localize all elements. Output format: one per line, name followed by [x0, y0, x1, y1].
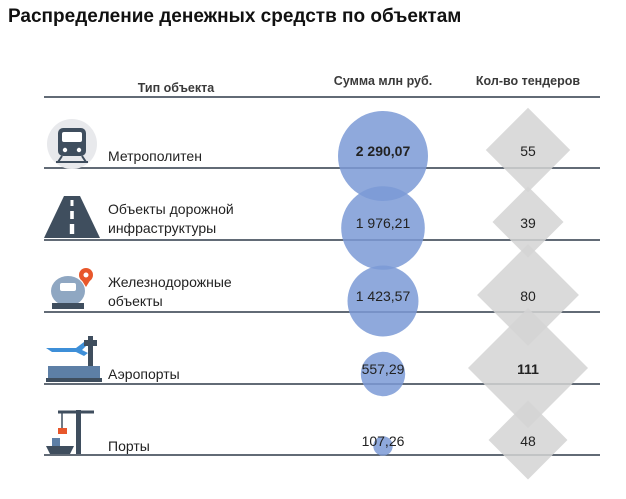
category-icons [44, 119, 102, 454]
row-labels: 2 290,07 55 Метрополитен 1 976,21 39 Объекты … [108, 143, 539, 454]
road-icon [44, 196, 100, 238]
category-label: Порты [108, 438, 150, 454]
amount-label: 557,29 [362, 361, 405, 377]
airport-icon [46, 336, 102, 382]
amount-label: 2 290,07 [356, 143, 411, 159]
tender-diamonds [468, 107, 588, 480]
category-label: инфраструктуры [108, 220, 216, 236]
tenders-label: 80 [520, 288, 536, 304]
amount-label: 1 423,57 [356, 288, 411, 304]
amount-bubble [338, 111, 428, 201]
tenders-label: 39 [520, 215, 536, 231]
column-header-type: Тип объекта [138, 81, 216, 95]
tenders-label: 111 [517, 361, 539, 377]
category-label: Метрополитен [108, 148, 202, 164]
amount-bubble [347, 265, 419, 337]
amount-bubbles [338, 111, 428, 456]
column-header-amount: Сумма млн руб. [334, 74, 432, 88]
tender-diamond [492, 186, 564, 258]
tenders-label: 55 [520, 143, 536, 159]
category-label: объекты [108, 293, 163, 309]
category-label: Объекты дорожной [108, 201, 234, 217]
port-crane-icon [46, 410, 94, 454]
tender-diamond [468, 308, 588, 428]
railway-train-icon [51, 268, 93, 309]
category-label: Железнодорожные [108, 274, 232, 290]
amount-label: 107,26 [362, 433, 405, 449]
category-label: Аэропорты [108, 366, 180, 382]
tender-diamond [488, 400, 568, 480]
metro-train-icon [47, 119, 97, 169]
tender-diamond [485, 107, 571, 193]
tender-diamond [477, 244, 579, 346]
tenders-label: 48 [520, 433, 536, 449]
column-header-tenders: Кол-во тендеров [476, 74, 580, 88]
amount-bubble [360, 351, 406, 397]
amount-bubble [373, 436, 393, 456]
chart-title: Распределение денежных средств по объект… [8, 6, 462, 27]
amount-bubble [341, 186, 425, 270]
amount-label: 1 976,21 [356, 215, 411, 231]
